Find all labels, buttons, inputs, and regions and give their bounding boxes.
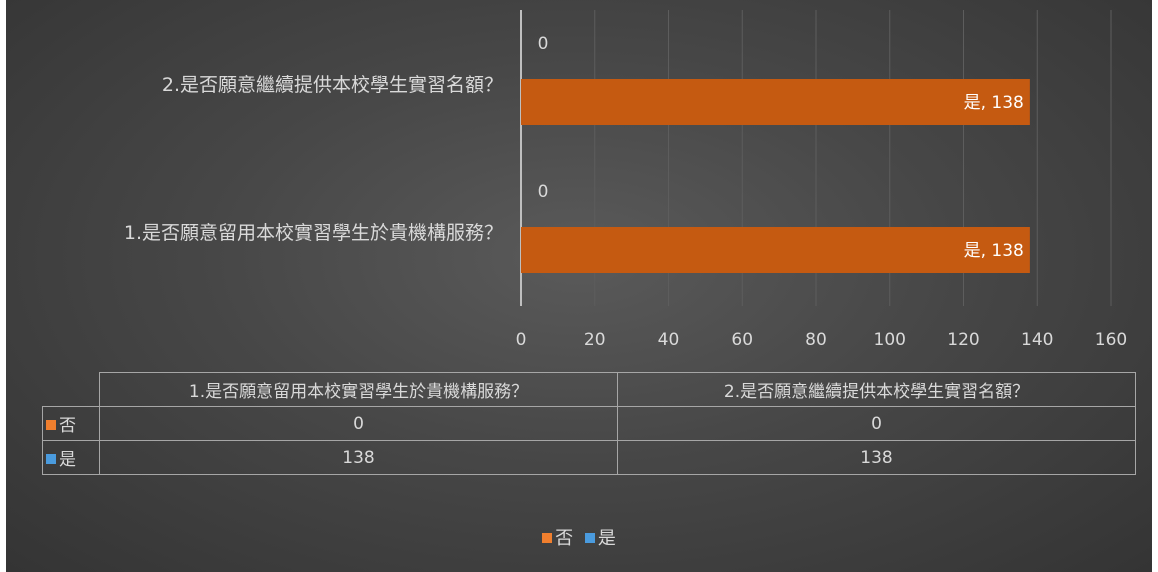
x-tick-label: 100 — [874, 330, 906, 350]
category-label: 1.是否願意留用本校實習學生於貴機構服務？ — [124, 222, 503, 244]
data-table-row-yes: 是 138 138 — [42, 440, 1136, 475]
data-table-row-no: 否 0 0 — [42, 406, 1136, 441]
data-table: 1.是否願意留用本校實習學生於貴機構服務？ 2.是否願意繼續提供本校學生實習名額… — [42, 372, 1136, 475]
data-table-header-row: 1.是否願意留用本校實習學生於貴機構服務？ 2.是否願意繼續提供本校學生實習名額… — [42, 372, 1136, 407]
x-tick-label: 40 — [658, 330, 680, 350]
bar-chart: 0 20 40 60 80 100 120 140 160 1.是否願意留用本校實習學生於貴機構服… — [124, 10, 1127, 350]
x-tick-label: 80 — [805, 330, 827, 350]
legend-swatch-no — [542, 533, 553, 543]
legend: 否 是 — [6, 524, 1152, 550]
data-table-row-label: 否 — [42, 406, 100, 441]
data-label: 是, 138 — [964, 241, 1024, 261]
bar — [521, 227, 1030, 273]
x-tick-label: 20 — [584, 330, 606, 350]
data-table-cell: 0 — [617, 406, 1136, 441]
x-tick-label: 60 — [731, 330, 753, 350]
data-label: 0 — [538, 34, 549, 54]
x-tick-label: 0 — [516, 330, 527, 350]
data-label: 0 — [538, 182, 549, 202]
data-label: 是, 138 — [964, 93, 1024, 113]
x-tick-label: 140 — [1021, 330, 1053, 350]
data-table-header-2: 2.是否願意繼續提供本校學生實習名額？ — [617, 372, 1136, 407]
data-table-container: 1.是否願意留用本校實習學生於貴機構服務？ 2.是否願意繼續提供本校學生實習名額… — [42, 372, 1136, 475]
legend-swatch-no — [46, 420, 56, 430]
legend-swatch-yes — [46, 454, 56, 464]
x-tick-label: 160 — [1095, 330, 1127, 350]
x-tick-label: 120 — [947, 330, 979, 350]
chart-frame: 0 20 40 60 80 100 120 140 160 1.是否願意留用本校實習學生於貴機構服… — [6, 0, 1152, 572]
data-table-row-label-text: 否 — [59, 416, 76, 436]
data-table-corner — [42, 372, 100, 407]
data-table-cell: 138 — [99, 440, 618, 475]
data-table-row-label: 是 — [42, 440, 100, 475]
legend-label-yes: 是 — [597, 528, 616, 549]
legend-item-no: 否 — [542, 524, 573, 550]
legend-item-yes: 是 — [584, 524, 616, 550]
category-label: 2.是否願意繼續提供本校學生實習名額？ — [162, 74, 503, 96]
data-table-cell: 138 — [617, 440, 1136, 475]
legend-label-no: 否 — [555, 528, 574, 549]
data-table-cell: 0 — [99, 406, 618, 441]
data-table-header-1: 1.是否願意留用本校實習學生於貴機構服務？ — [99, 372, 618, 407]
legend-swatch-yes — [584, 533, 595, 543]
bar — [521, 79, 1030, 125]
data-table-row-label-text: 是 — [59, 450, 76, 470]
